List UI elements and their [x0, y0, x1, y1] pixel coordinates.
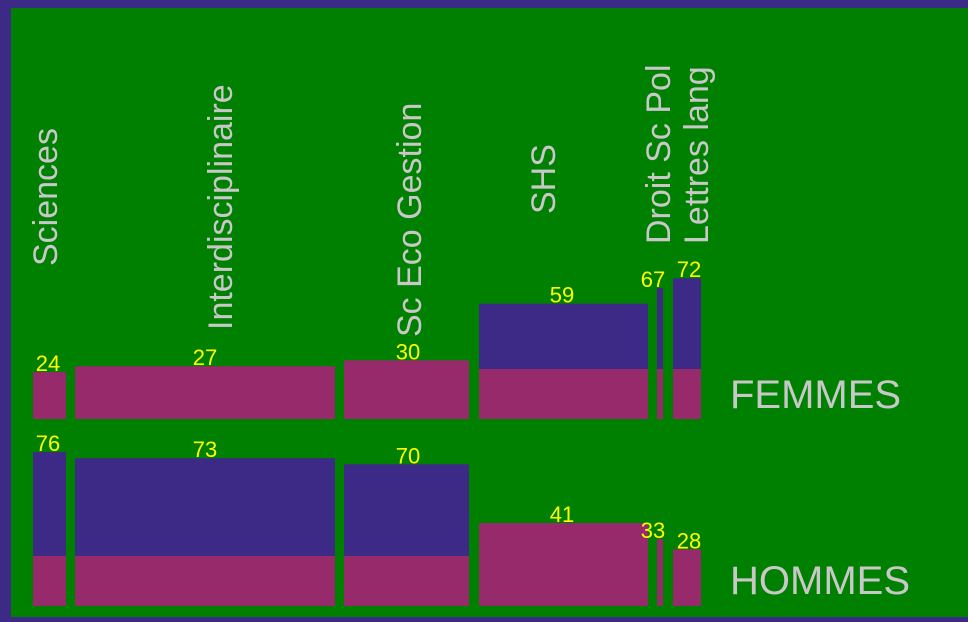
bar-top-hommes-sciences	[33, 452, 66, 556]
bar-top-femmes-shs	[479, 303, 648, 369]
bar-top-hommes-interdisciplinaire	[75, 458, 335, 556]
category-label-interdisciplinaire: Interdisciplinaire	[202, 84, 240, 330]
bar-hommes-lettres-lang	[673, 549, 701, 606]
bar-femmes-sciences	[33, 372, 66, 419]
bar-femmes-droit-sc-pol	[657, 369, 663, 419]
value-label-hommes-interdisciplinaire: 73	[193, 437, 217, 462]
bars-group	[33, 278, 701, 606]
value-label-femmes-sc-eco-gestion: 30	[396, 339, 420, 364]
bar-hommes-shs	[479, 522, 648, 606]
bar-hommes-droit-sc-pol	[657, 539, 663, 606]
value-label-hommes-droit-sc-pol: 33	[641, 518, 665, 543]
bar-hommes-sciences	[33, 556, 66, 606]
value-label-femmes-shs: 59	[550, 283, 574, 308]
bar-top-femmes-lettres-lang	[673, 278, 701, 369]
bar-femmes-sc-eco-gestion	[344, 360, 469, 419]
bar-femmes-interdisciplinaire	[75, 366, 335, 419]
series-label-hommes: HOMMES	[730, 559, 910, 603]
value-label-hommes-sciences: 76	[36, 431, 60, 456]
value-labels-group: 24 27 30 59 67 72 76 73 70 41 33 28	[36, 257, 701, 553]
category-labels-group: Sciences Interdisciplinaire Sc Eco Gestion…	[27, 65, 716, 338]
bar-top-hommes-sc-eco-gestion	[344, 464, 469, 556]
value-label-femmes-interdisciplinaire: 27	[193, 345, 217, 370]
bar-hommes-sc-eco-gestion	[344, 556, 469, 606]
bar-hommes-interdisciplinaire	[75, 556, 335, 606]
value-label-hommes-lettres-lang: 28	[677, 528, 701, 553]
value-label-femmes-lettres-lang: 72	[677, 257, 701, 282]
value-label-femmes-sciences: 24	[36, 351, 60, 376]
category-label-sc-eco-gestion: Sc Eco Gestion	[391, 103, 429, 337]
bar-femmes-lettres-lang	[673, 369, 701, 419]
bar-top-femmes-droit-sc-pol	[657, 288, 663, 369]
category-label-shs: SHS	[525, 144, 563, 214]
value-label-femmes-droit-sc-pol: 67	[641, 267, 665, 292]
value-label-hommes-shs: 41	[550, 502, 574, 527]
bar-femmes-shs	[479, 369, 648, 419]
value-label-hommes-sc-eco-gestion: 70	[396, 443, 420, 468]
category-label-lettres-lang: Lettres lang	[678, 66, 716, 244]
series-label-femmes: FEMMES	[730, 373, 901, 417]
category-label-sciences: Sciences	[27, 128, 65, 266]
category-label-droit-sc-pol: Droit Sc Pol	[640, 65, 678, 245]
